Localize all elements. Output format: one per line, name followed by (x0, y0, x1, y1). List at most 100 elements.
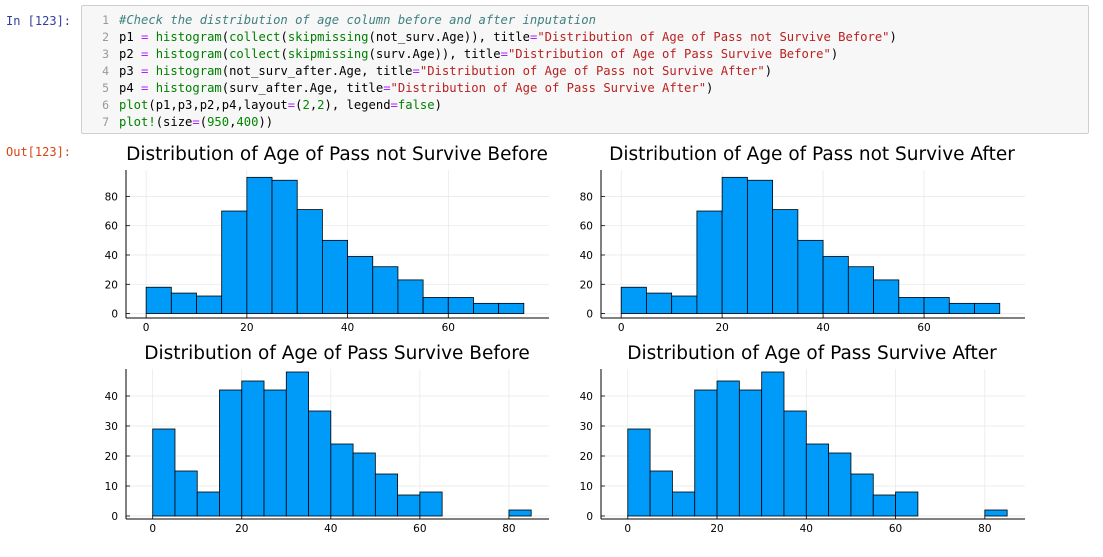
x-tick-label: 0 (149, 523, 156, 535)
y-tick-label: 0 (111, 511, 118, 523)
x-tick-label: 0 (624, 523, 631, 535)
code-token-op: = (192, 115, 200, 129)
histogram-bar (174, 470, 198, 517)
line-number: 3 (102, 47, 109, 61)
code-token-plain: (surv.Age)), title (368, 47, 501, 61)
code-token-number: 950 (207, 115, 230, 129)
histogram-panel-4: Distribution of Age of Pass Survive Afte… (580, 343, 1025, 535)
y-tick-label: 80 (580, 191, 593, 203)
y-tick-label: 40 (580, 250, 593, 262)
y-tick-label: 20 (580, 279, 593, 291)
code-token-plain: ( (295, 98, 303, 112)
histogram-bar (330, 443, 354, 517)
x-tick-label: 80 (502, 523, 515, 535)
histogram-bar (397, 279, 424, 315)
histogram-bar (671, 295, 698, 315)
histogram-bar (374, 473, 399, 517)
y-tick-label: 0 (586, 511, 593, 523)
code-token-builtin: plot (119, 98, 149, 112)
code-token-op: = (390, 98, 398, 112)
histogram-bar (984, 509, 1008, 517)
x-tick-label: 20 (240, 322, 253, 334)
y-tick-label: 10 (105, 481, 118, 493)
x-tick-label: 40 (800, 523, 813, 535)
code-token-builtin: histogram (155, 64, 222, 78)
line-number: 4 (102, 64, 109, 78)
code-token-string: "Distribution of Age of Pass Survive Aft… (390, 81, 707, 95)
histogram-bar (694, 389, 718, 517)
line-number: 5 (102, 81, 109, 95)
histogram-bar (246, 176, 273, 315)
code-token-number: 400 (236, 115, 259, 129)
y-tick-label: 10 (580, 481, 593, 493)
code-token-plain: p2 (119, 47, 142, 61)
histogram-bar (696, 210, 723, 315)
y-tick-label: 80 (105, 191, 118, 203)
y-tick-label: 40 (105, 250, 118, 262)
x-tick-label: 20 (710, 523, 723, 535)
y-tick-label: 20 (105, 451, 118, 463)
code-editor[interactable]: #Check the distribution of age column be… (119, 12, 897, 131)
y-tick-label: 20 (105, 279, 118, 291)
histogram-bar (923, 297, 950, 315)
histogram-bar (822, 256, 849, 315)
histogram-bar (285, 371, 309, 517)
code-token-plain: ) (830, 47, 839, 61)
code-token-plain: (p1,p3,p2,p4,layout (148, 98, 288, 112)
histogram-bar (850, 473, 874, 517)
x-tick-label: 0 (143, 322, 150, 334)
histogram-bar (422, 297, 449, 315)
x-tick-label: 20 (715, 322, 728, 334)
histogram-bar (170, 292, 197, 315)
code-token-plain: ( (221, 47, 230, 61)
y-tick-label: 40 (580, 391, 593, 403)
code-cell[interactable]: 1 2 3 4 5 6 7 #Check the distribution of age c… (81, 5, 1089, 134)
histogram-bar (721, 176, 748, 315)
histogram-bar (738, 389, 763, 517)
code-token-string: "Distribution of Age of Pass not Survive… (419, 64, 765, 78)
histogram-bar (646, 292, 673, 315)
chart-title: Distribution of Age of Pass not Survive … (609, 144, 1015, 165)
code-token-builtin: histogram (155, 47, 222, 61)
histogram-bar (263, 389, 287, 517)
histogram-bar (620, 286, 647, 315)
histogram-bar (196, 295, 223, 315)
histogram-panel-3: Distribution of Age of Pass Survive Befo… (105, 343, 549, 535)
input-prompt: In [123]: (6, 14, 72, 28)
output-prompt: Out[123]: (6, 145, 72, 159)
histogram-panel-1: Distribution of Age of Pass not Survive … (105, 144, 549, 334)
code-token-plain: , (229, 115, 237, 129)
histogram-bar (746, 179, 774, 315)
code-token-plain: ( (280, 47, 288, 61)
histogram-bar (321, 239, 348, 315)
code-token-builtin: collect (229, 47, 281, 61)
histogram-bar (772, 209, 799, 315)
y-tick-label: 30 (105, 421, 118, 433)
histogram-bar (797, 239, 824, 315)
code-line: plot!(size=(950,400)) (119, 114, 897, 131)
x-tick-label: 0 (618, 322, 625, 334)
histogram-bar (895, 491, 919, 517)
code-token-plain: p1 (119, 30, 142, 44)
code-token-comment: #Check the distribution of age column be… (119, 13, 596, 27)
histogram-bar (308, 410, 332, 517)
x-tick-label: 80 (978, 523, 991, 535)
histogram-bar (649, 470, 673, 517)
code-token-plain: )) (258, 115, 274, 129)
y-tick-label: 30 (580, 421, 593, 433)
y-tick-label: 0 (586, 309, 593, 321)
histogram-bar (473, 302, 500, 315)
code-line: p1 = histogram(collect(skipmissing(not_s… (119, 29, 897, 46)
chart-title: Distribution of Age of Pass not Survive … (126, 144, 548, 165)
code-token-plain: (size (155, 115, 193, 129)
code-token-plain: ) (706, 81, 714, 95)
histogram-bar (898, 297, 925, 315)
code-line: p3 = histogram(not_surv_after.Age, title… (119, 63, 897, 80)
code-token-plain: , (309, 98, 318, 112)
code-token-plain: ( (280, 30, 288, 44)
histogram-bar (627, 428, 651, 517)
y-tick-label: 20 (580, 451, 593, 463)
histogram-bar (296, 209, 323, 315)
code-token-plain: ) (434, 98, 442, 112)
code-line: plot(p1,p3,p2,p4,layout=(2,2), legend=fa… (119, 97, 897, 114)
